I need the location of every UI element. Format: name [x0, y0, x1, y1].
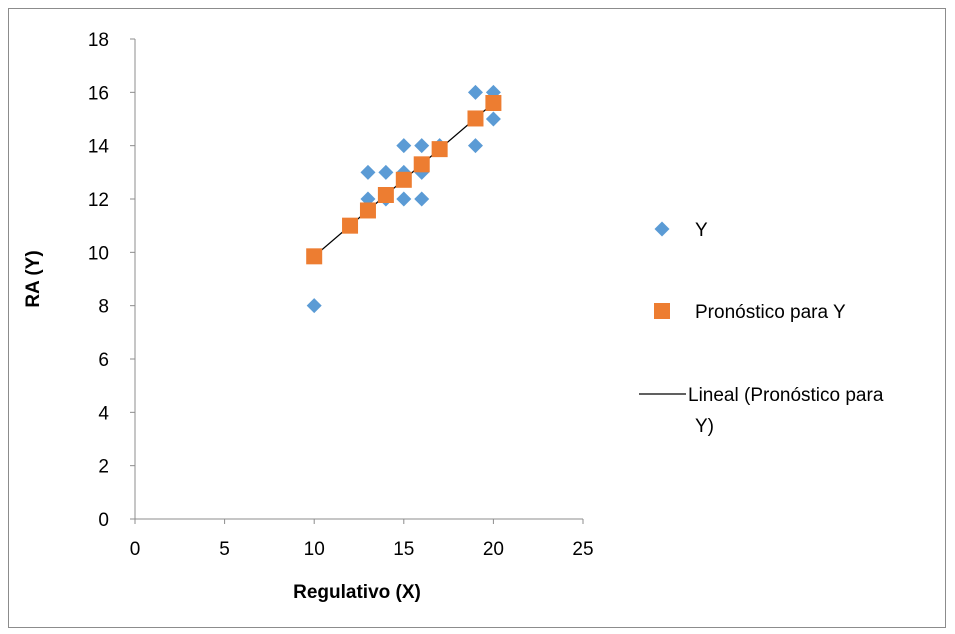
legend-y-label: Y: [695, 220, 708, 241]
y-data-point: [467, 84, 483, 100]
forecast-data-point: [467, 110, 484, 127]
forecast-data-point: [377, 187, 394, 203]
legend-forecast-symbol: [654, 303, 670, 319]
forecast-data-point: [359, 202, 376, 219]
x-axis-title: Regulativo (X): [293, 582, 421, 603]
x-tick-label: 5: [219, 539, 230, 560]
scatter-chart: 0 2 4 6 8 10 12 14 16 18 0 5 10 15 20 25 Y Pronóstico pa…: [23, 30, 884, 603]
y-data-point: [396, 138, 412, 154]
forecast-data-point: [413, 156, 430, 173]
y-tick-label: 8: [98, 297, 109, 318]
forecast-data-point: [306, 248, 323, 265]
legend-trendline-label: Lineal (Pronóstico para Y): [688, 385, 884, 437]
y-tick-label: 12: [88, 190, 109, 211]
forecast-data-point: [395, 171, 412, 188]
y-tick-label: 16: [88, 83, 109, 104]
y-data-point: [396, 191, 412, 207]
axes: 0 2 4 6 8 10 12 14 16 18 0 5 10 15 20 25: [88, 30, 594, 560]
y-tick-label: 18: [88, 30, 109, 51]
legend-trendline-label-line: Y): [695, 416, 714, 437]
forecast-data-point: [485, 95, 502, 111]
legend-trendline-label-line: Lineal (Pronóstico para: [688, 385, 884, 406]
y-data-point: [414, 191, 430, 207]
y-tick-label: 2: [98, 457, 109, 478]
y-data-point: [485, 111, 501, 127]
y-tick-label: 4: [98, 403, 109, 424]
y-data-point: [360, 164, 376, 180]
y-tick-label: 0: [98, 510, 109, 531]
legend-y-symbol: [654, 221, 670, 237]
y-data-point: [378, 164, 394, 180]
legend-forecast-label: Pronóstico para Y: [695, 302, 846, 323]
y-tick-label: 6: [98, 350, 109, 371]
x-tick-label: 25: [572, 539, 593, 560]
y-data-point: [467, 138, 483, 154]
forecast-data-point: [431, 141, 448, 158]
y-data-point: [306, 298, 322, 314]
y-data-point: [414, 138, 430, 154]
y-tick-label: 14: [88, 137, 110, 158]
y-tick-label: 10: [88, 243, 109, 264]
x-tick-label: 15: [393, 539, 414, 560]
forecast-data-point: [342, 217, 359, 234]
chart-frame: 0 2 4 6 8 10 12 14 16 18 0 5 10 15 20 25 Y Pronóstico pa…: [8, 8, 946, 628]
legend: Y Pronóstico para Y Lineal (Pronóstico par…: [639, 220, 884, 437]
y-axis-title: RA (Y): [23, 250, 44, 307]
x-tick-label: 0: [130, 539, 141, 560]
data-points: [306, 84, 502, 314]
x-tick-label: 20: [483, 539, 504, 560]
x-tick-label: 10: [304, 539, 325, 560]
